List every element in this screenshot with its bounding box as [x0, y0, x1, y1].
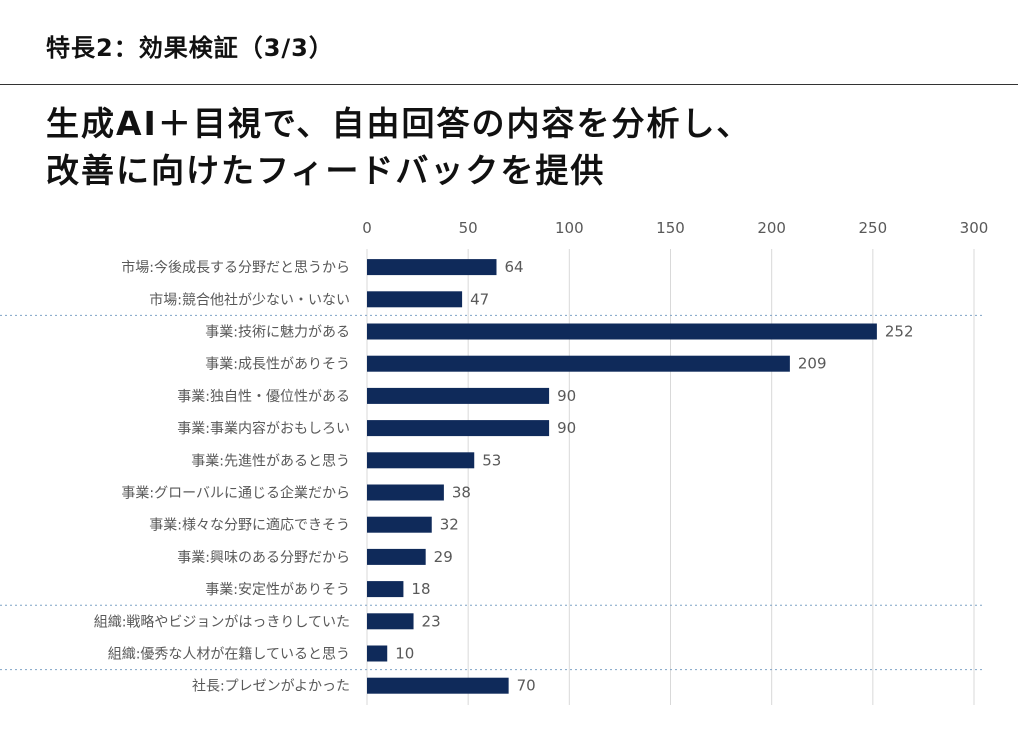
- value-label: 90: [557, 387, 576, 405]
- value-label: 252: [885, 323, 914, 341]
- category-label: 事業:興味のある分野だから: [177, 550, 350, 566]
- category-label: 事業:安定性がありそう: [205, 582, 350, 598]
- x-tick-label: 250: [859, 219, 888, 237]
- value-label: 47: [470, 290, 489, 308]
- section-title: 特長2：効果検証（3/3）: [46, 34, 334, 62]
- category-label: 組織:優秀な人材が在籍していると思う: [108, 646, 350, 663]
- bar: [367, 323, 877, 340]
- x-tick-label: 200: [757, 219, 786, 237]
- bar: [367, 484, 444, 501]
- category-label: 市場:競合他社が少ない・いない: [149, 291, 350, 308]
- bar: [367, 355, 790, 372]
- bar: [367, 291, 463, 308]
- header-divider: [0, 84, 1018, 85]
- headline: 生成AI＋目視で、自由回答の内容を分析し、 改善に向けたフィードバックを提供: [46, 100, 752, 194]
- category-label: 事業:技術に魅力がある: [205, 325, 350, 341]
- value-label: 32: [440, 516, 459, 534]
- value-label: 64: [504, 258, 523, 276]
- x-tick-label: 300: [960, 219, 989, 237]
- x-tick-label: 0: [362, 219, 372, 237]
- value-label: 10: [395, 645, 414, 663]
- category-label: 事業:先進性があると思う: [191, 453, 350, 469]
- category-label: 社長:プレゼンがよかった: [192, 679, 350, 695]
- x-tick-label: 50: [459, 219, 478, 237]
- category-label: 市場:今後成長する分野だと思うから: [121, 259, 350, 276]
- value-label: 53: [482, 451, 501, 469]
- bar: [367, 581, 404, 598]
- x-tick-label: 150: [656, 219, 685, 237]
- headline-line-1: 生成AI＋目視で、自由回答の内容を分析し、: [46, 104, 752, 143]
- bar: [367, 420, 550, 437]
- bar: [367, 259, 497, 276]
- category-label: 組織:戦略やビジョンがはっきりしていた: [94, 614, 350, 630]
- category-label: 事業:グローバルに通じる企業だから: [121, 485, 350, 502]
- bar: [367, 548, 426, 565]
- value-label: 23: [422, 612, 441, 630]
- bar: [367, 613, 414, 630]
- value-label: 18: [411, 580, 430, 598]
- category-label: 事業:成長性がありそう: [205, 357, 350, 373]
- value-label: 70: [517, 677, 536, 695]
- bar: [367, 452, 475, 469]
- category-label: 事業:事業内容がおもしろい: [177, 420, 350, 437]
- x-tick-label: 100: [555, 219, 584, 237]
- category-label: 事業:様々な分野に適応できそう: [149, 517, 350, 534]
- category-label: 事業:独自性・優位性がある: [177, 389, 350, 405]
- headline-line-2: 改善に向けたフィードバックを提供: [46, 151, 606, 190]
- value-label: 38: [452, 484, 471, 502]
- value-label: 90: [557, 419, 576, 437]
- value-label: 209: [798, 355, 827, 373]
- bar: [367, 645, 388, 662]
- bar-chart: 0 50 100 150 200 250 300 市場:今後成長する分野だと思うから 64 市場:…: [0, 219, 989, 705]
- bar: [367, 516, 432, 533]
- bar: [367, 677, 509, 694]
- bar: [367, 387, 550, 404]
- value-label: 29: [434, 548, 453, 566]
